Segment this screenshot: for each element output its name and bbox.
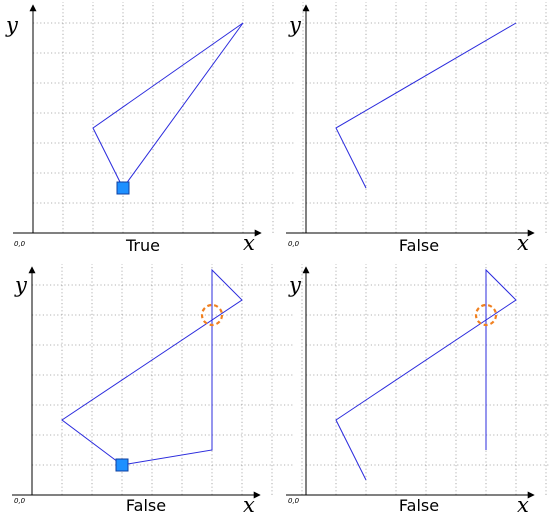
axes xyxy=(13,5,261,233)
start-vertex-marker xyxy=(116,459,128,471)
panel-caption: True xyxy=(125,236,160,255)
shapes xyxy=(93,23,243,194)
y-axis-label: y xyxy=(5,13,19,37)
origin-label: 0,0 xyxy=(14,240,26,248)
closed-path xyxy=(62,270,242,465)
panel-3: y x 0,0 False xyxy=(12,264,302,517)
x-axis-label: x xyxy=(243,231,255,255)
x-axis-label: x xyxy=(517,493,529,517)
panel-2: y x 0,0 False xyxy=(286,2,550,255)
grid xyxy=(306,264,550,495)
axes xyxy=(286,267,534,495)
x-axis-label: x xyxy=(243,493,255,517)
shapes xyxy=(336,23,516,188)
closed-path xyxy=(93,23,243,188)
y-axis-label: y xyxy=(288,273,302,297)
open-path xyxy=(336,23,516,188)
grid xyxy=(33,2,303,233)
panel-4: y x 0,0 False xyxy=(286,264,550,517)
y-axis-label: y xyxy=(288,13,302,37)
origin-label: 0,0 xyxy=(288,497,300,505)
origin-label: 0,0 xyxy=(14,497,26,505)
panel-caption: False xyxy=(399,496,439,515)
y-axis-label: y xyxy=(14,273,28,297)
start-vertex-marker xyxy=(117,182,129,194)
x-axis-label: x xyxy=(517,231,529,255)
grid xyxy=(32,264,302,495)
panel-1: y x 0,0 True xyxy=(5,2,303,255)
axes xyxy=(12,267,260,495)
panel-caption: False xyxy=(399,236,439,255)
grid xyxy=(306,2,550,233)
origin-label: 0,0 xyxy=(288,240,300,248)
panel-caption: False xyxy=(126,496,166,515)
axes xyxy=(286,5,534,233)
